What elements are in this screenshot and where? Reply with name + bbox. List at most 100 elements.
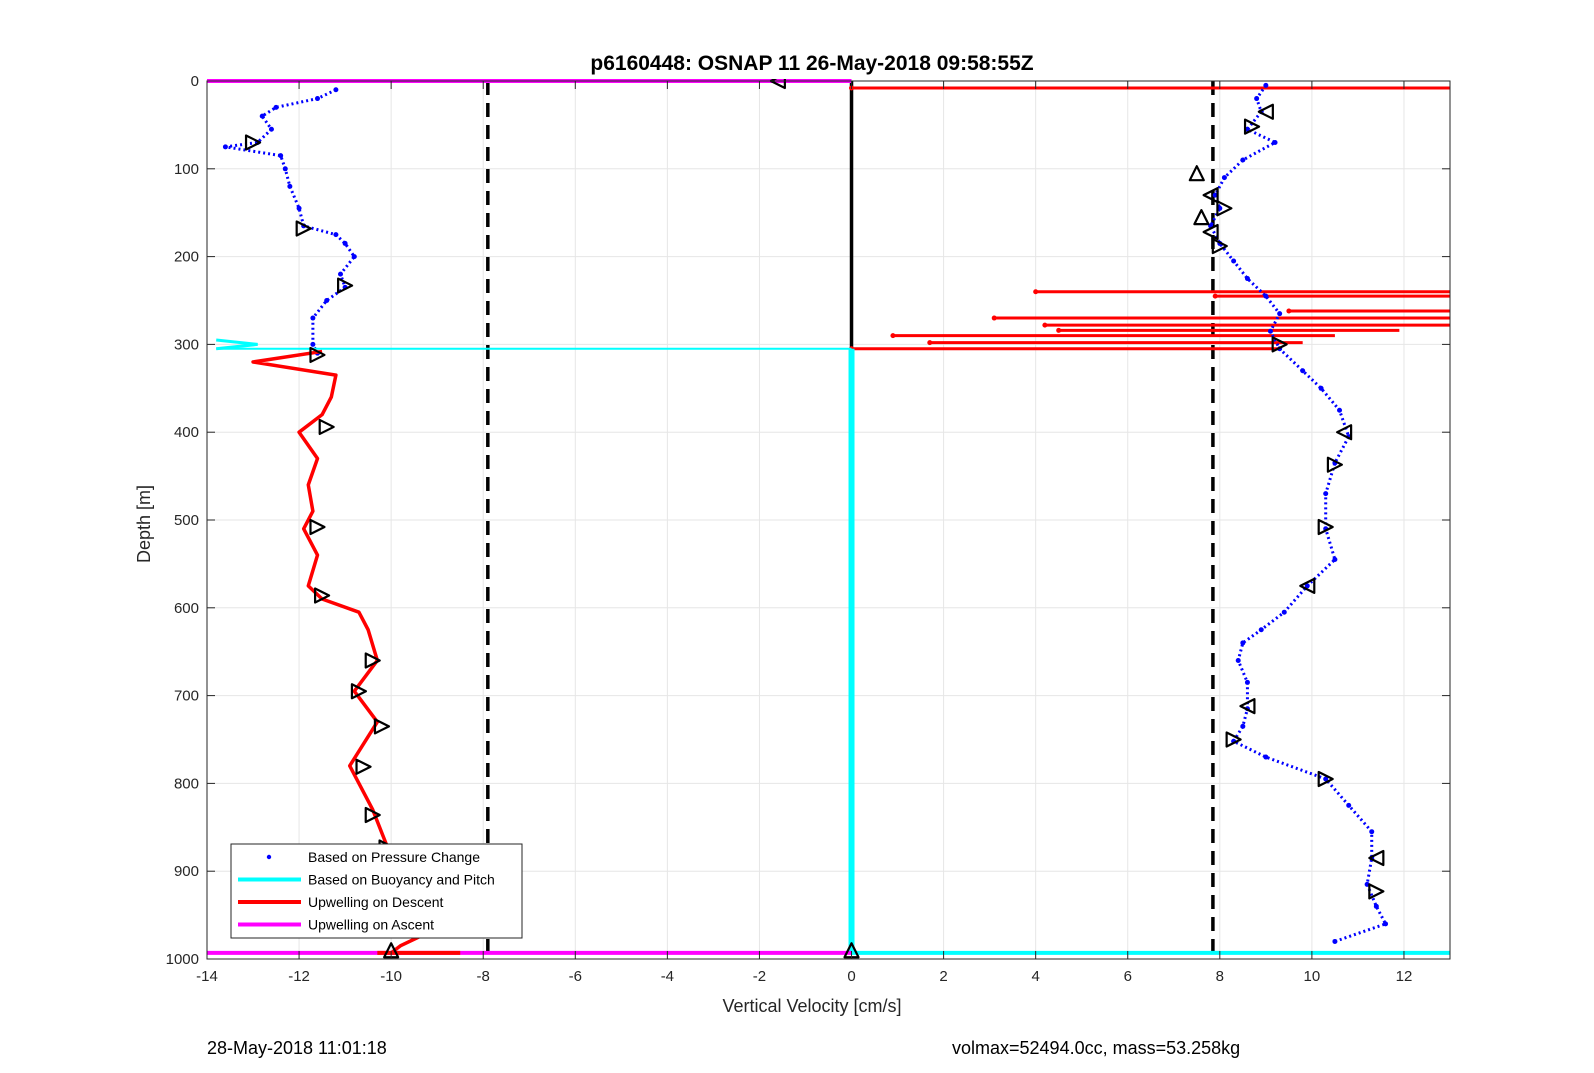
direction-marker [1193,208,1210,226]
pressure-change-point [273,104,279,110]
direction-marker [295,220,312,237]
y-tick-label: 600 [174,600,199,617]
legend-label: Upwelling on Ascent [308,917,434,933]
y-tick-label: 800 [174,775,199,792]
pressure-ascent-series [1208,82,1389,944]
pressure-change-point [342,240,348,246]
x-tick-label: -14 [196,968,218,985]
legend-label: Based on Buoyancy and Pitch [308,872,495,888]
pressure-change-point [296,205,302,211]
buoyancy-pitch-hook [216,338,258,351]
y-tick-label: 200 [174,249,199,266]
direction-marker [364,652,381,669]
pressure-change-point [1240,640,1246,646]
x-tick-label: 8 [1216,968,1224,985]
upwelling-spike-end [1056,327,1062,333]
pressure-change-point [1244,276,1250,282]
pressure-change-point [1212,192,1218,198]
x-tick-label: 6 [1124,968,1132,985]
footer-volmax-mass: volmax=52494.0cc, mass=53.258kg [952,1038,1241,1058]
x-tick-label: -8 [477,968,490,985]
direction-marker [350,683,368,700]
direction-marker [373,718,391,735]
pressure-change-point [1240,157,1246,163]
upwelling-spike-end [927,340,933,346]
pressure-change-point [1373,903,1379,909]
pressure-change-point [333,232,339,238]
legend-item: Upwelling on Ascent [238,917,434,933]
direction-marker [1211,237,1228,255]
x-tick-label: 10 [1304,968,1321,985]
y-axis-label: Depth [m] [134,485,154,563]
direction-marker [309,346,326,364]
y-tick-label: 300 [174,336,199,353]
pressure-change-point [324,298,330,303]
pressure-change-point [310,315,316,321]
direction-marker [318,418,335,436]
direction-marker [364,806,381,824]
pressure-change-point [278,153,284,159]
pressure-change-point [1267,328,1273,334]
x-tick-label: -12 [288,968,310,985]
direction-marker [1188,165,1205,182]
direction-marker [1271,336,1288,353]
y-tick-label: 1000 [166,951,199,968]
direction-marker [1239,698,1256,715]
pressure-change-point [1300,368,1306,374]
x-tick-label: -2 [753,968,766,985]
legend-label: Upwelling on Descent [308,894,444,910]
footer-timestamp: 28-May-2018 11:01:18 [207,1038,387,1058]
legend-item: Based on Pressure Change [266,849,480,865]
pressure-change-point [1221,175,1227,181]
legend-item: Based on Buoyancy and Pitch [238,872,495,888]
pressure-change-point [1332,938,1338,944]
direction-marker [313,587,331,604]
pressure-change-point [1323,491,1329,497]
pressure-change-point [1272,139,1278,145]
direction-marker [1368,849,1385,867]
direction-marker [1368,883,1385,900]
x-tick-label: 0 [847,968,855,985]
pressure-change-point [1304,583,1310,589]
pressure-change-point [1263,754,1269,760]
x-tick-label: 4 [1031,968,1039,985]
direction-marker [355,758,372,775]
direction-marker [1317,518,1334,536]
pressure-change-point [351,254,357,260]
upwelling-spike-end [1212,293,1218,299]
x-tick-label: -10 [380,968,402,985]
pressure-descent-trace [225,88,357,354]
y-tick-label: 700 [174,688,199,705]
x-axis-label: Vertical Velocity [cm/s] [722,996,901,1016]
pressure-change-point [1369,829,1375,835]
upwelling-spike-end [1033,289,1039,295]
pressure-change-point [310,341,316,347]
pressure-change-point [1258,627,1264,633]
plot-data [207,79,1450,959]
upwelling-spikes [849,85,1450,352]
y-tick-label: 100 [174,161,199,178]
legend-box [230,843,523,939]
pressure-change-point [287,183,293,189]
pressure-change-point [282,166,288,172]
direction-marker [1202,223,1219,241]
pressure-change-point [268,126,274,132]
direction-marker [1257,103,1274,120]
pressure-change-point [1244,126,1250,132]
pressure-change-point [1277,311,1283,317]
legend-swatch-marker [266,854,272,860]
direction-marker [1326,456,1344,473]
legend-item: Upwelling on Descent [238,894,444,910]
pressure-change-point [259,113,265,119]
direction-marker [244,134,262,151]
direction-marker [309,518,326,536]
direction-marker [1202,187,1219,204]
pressure-change-point [1244,679,1250,685]
direction-marker [1336,424,1353,441]
legend-label: Based on Pressure Change [308,849,480,865]
upwelling-spike-end [1286,308,1292,314]
pressure-change-point [1383,921,1389,927]
pressure-change-point [1231,258,1237,264]
pressure-change-point [222,144,228,150]
legend: Based on Pressure Change Based on Buoyanc… [230,843,523,939]
